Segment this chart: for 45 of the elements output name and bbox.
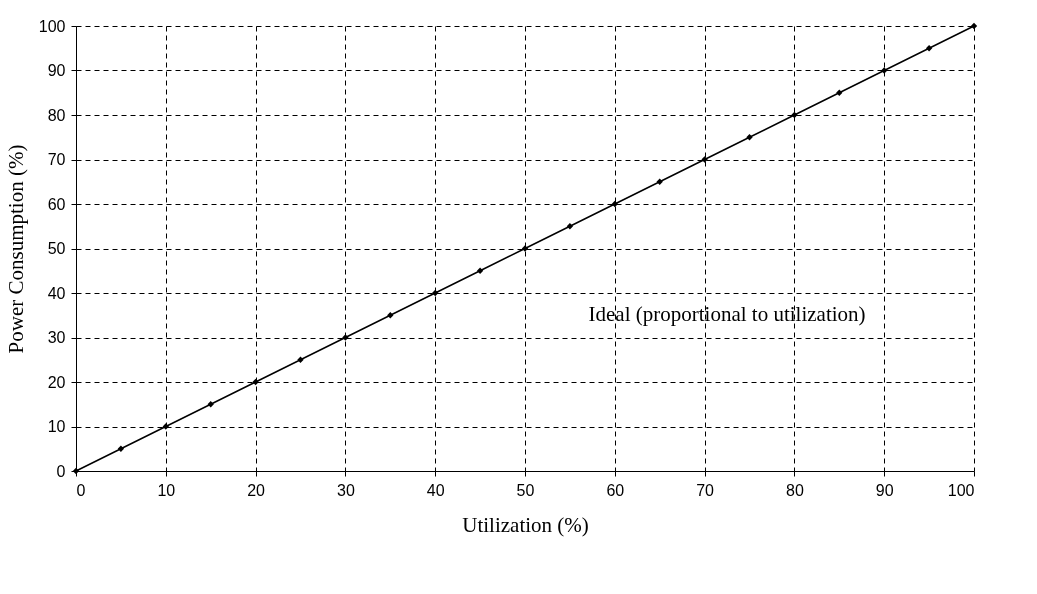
y-tick-label: 100: [38, 17, 66, 35]
point: [925, 45, 933, 52]
y-tick-label: 60: [47, 195, 66, 213]
point: [791, 111, 798, 119]
x-tick-label: 60: [606, 481, 625, 499]
point: [836, 89, 843, 96]
point: [521, 245, 529, 252]
x-tick-label: 0: [76, 481, 86, 499]
x-tick-label: 70: [696, 481, 715, 499]
x-tick-label: 30: [337, 481, 355, 499]
x-tick-label: 40: [426, 481, 445, 499]
y-tick-label: 30: [47, 329, 66, 346]
point: [117, 445, 125, 452]
x-tick-label: 90: [875, 481, 894, 499]
annotation: Ideal (proportional to utilization): [588, 302, 866, 327]
point: [881, 67, 888, 74]
y-tick-label: 70: [47, 151, 66, 168]
point: [207, 401, 214, 408]
point: [342, 334, 349, 341]
x-tick-label: 100: [947, 481, 975, 499]
point: [252, 378, 259, 386]
point: [162, 423, 169, 430]
point: [611, 200, 618, 208]
y-tick-label: 80: [47, 106, 66, 124]
x-tick-label: 80: [786, 481, 804, 499]
y-tick-label: 0: [56, 462, 66, 480]
y-tick-label: 90: [47, 62, 66, 79]
y-tick-label: 10: [47, 418, 66, 435]
point: [566, 223, 574, 230]
point: [476, 267, 484, 274]
x-tick-label: 20: [247, 481, 266, 499]
x-axis-title: Utilization (%): [462, 512, 589, 537]
point: [970, 22, 978, 30]
y-tick-label: 40: [47, 284, 66, 302]
y-axis-title: Power Consumption (%): [3, 144, 28, 354]
y-tick-label: 50: [47, 240, 66, 257]
y-tick-label: 20: [47, 373, 66, 391]
x-tick-label: 50: [516, 481, 535, 499]
point: [432, 289, 439, 297]
point: [387, 312, 394, 319]
point: [297, 356, 304, 363]
point: [656, 178, 663, 185]
point: [701, 156, 708, 163]
point: [746, 134, 753, 141]
x-tick-label: 10: [157, 481, 176, 499]
